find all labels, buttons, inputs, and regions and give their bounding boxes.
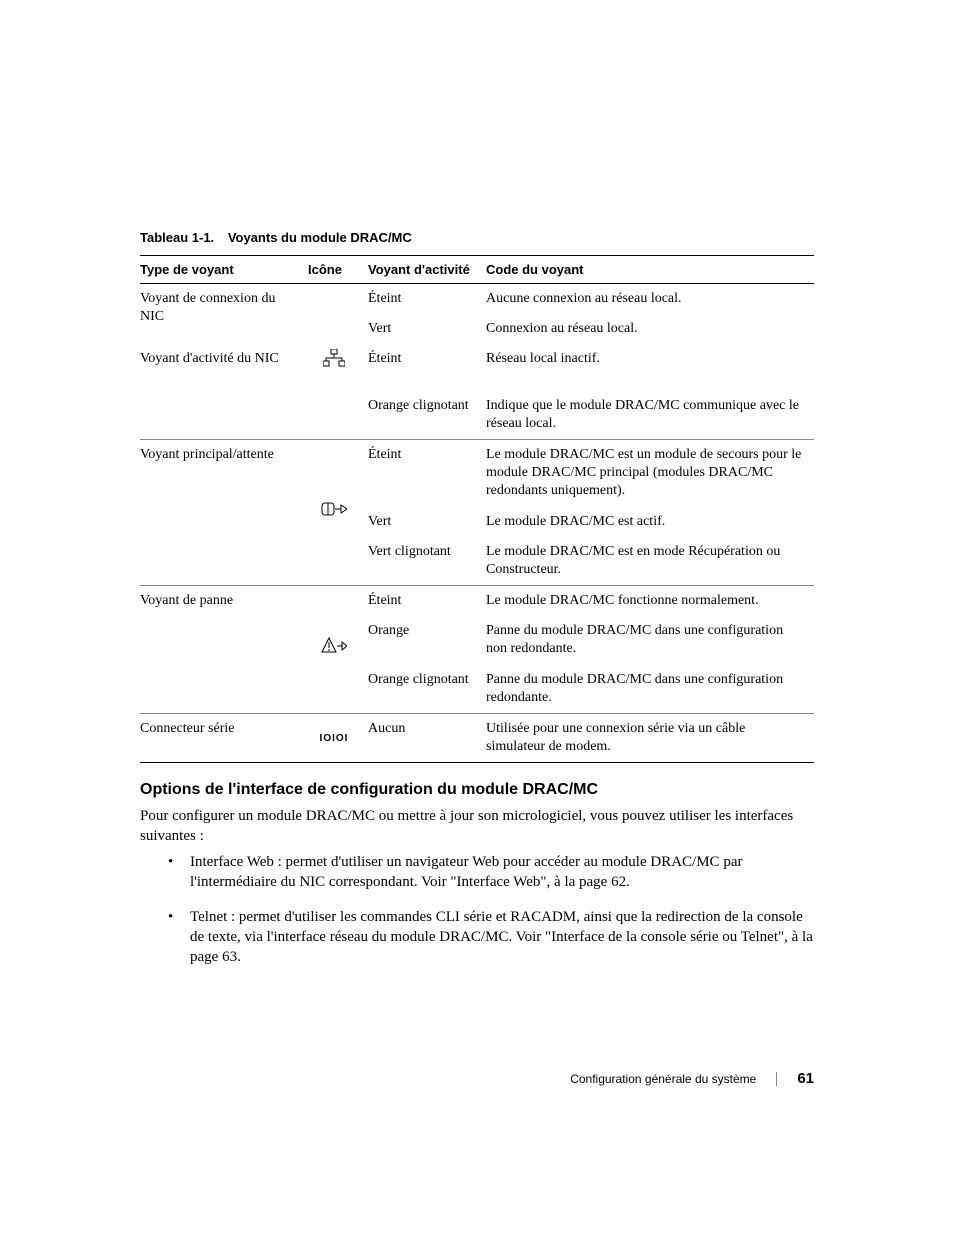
cell-type: Voyant d'activité du NIC — [140, 344, 308, 439]
cell-code: Le module DRAC/MC est en mode Récupérati… — [486, 537, 814, 586]
cell-activity: Orange — [368, 616, 486, 664]
table-row: Voyant de panne Éteint Le module DRAC/MC… — [140, 586, 814, 617]
cell-type: Connecteur série — [140, 714, 308, 763]
table-row: Voyant d'activité du NIC Éteint Réseau l… — [140, 344, 814, 390]
cell-code: Aucune connexion au réseau local. — [486, 284, 814, 315]
page-footer: Configuration générale du système 61 — [570, 1070, 814, 1087]
th-code: Code du voyant — [486, 256, 814, 284]
cell-activity: Aucun — [368, 714, 486, 763]
cell-activity: Vert — [368, 507, 486, 537]
list-item-text: Interface Web : permet d'utiliser un nav… — [190, 852, 814, 893]
table-row: Voyant de connexion du NIC Éteint Aucune… — [140, 284, 814, 315]
cell-type: Voyant principal/attente — [140, 439, 308, 585]
cell-code: Utilisée pour une connexion série via un… — [486, 714, 814, 763]
th-activity: Voyant d'activité — [368, 256, 486, 284]
arrow-box-icon — [321, 501, 347, 517]
intro-paragraph: Pour configurer un module DRAC/MC ou met… — [140, 806, 814, 847]
cell-activity: Orange clignotant — [368, 665, 486, 714]
warning-icon — [321, 637, 347, 655]
page-number: 61 — [797, 1070, 814, 1087]
cell-code: Panne du module DRAC/MC dans une configu… — [486, 616, 814, 664]
document-page: Tableau 1-1. Voyants du module DRAC/MC T… — [0, 0, 954, 1235]
cell-activity: Éteint — [368, 586, 486, 617]
cell-activity: Éteint — [368, 439, 486, 506]
cell-activity: Vert — [368, 314, 486, 344]
cell-activity: Vert clignotant — [368, 537, 486, 586]
bullet-dot: • — [168, 907, 190, 968]
network-icon — [323, 349, 345, 367]
th-icon: Icône — [308, 256, 368, 284]
cell-icon — [308, 439, 368, 585]
bullet-dot: • — [168, 852, 190, 893]
cell-activity: Éteint — [368, 344, 486, 390]
serial-port-icon: IOIOI — [320, 733, 349, 744]
list-item-text: Telnet : permet d'utiliser les commandes… — [190, 907, 814, 968]
cell-activity: Orange clignotant — [368, 391, 486, 440]
table-row: Voyant principal/attente Éteint Le modul… — [140, 439, 814, 506]
cell-icon: IOIOI — [308, 714, 368, 763]
table-caption-label: Tableau 1-1. — [140, 230, 214, 245]
cell-code: Le module DRAC/MC est actif. — [486, 507, 814, 537]
cell-code: Indique que le module DRAC/MC communique… — [486, 391, 814, 440]
cell-code: Panne du module DRAC/MC dans une configu… — [486, 665, 814, 714]
cell-icon — [308, 586, 368, 714]
cell-code: Réseau local inactif. — [486, 344, 814, 390]
table-caption-title: Voyants du module DRAC/MC — [228, 230, 412, 245]
cell-type: Voyant de connexion du NIC — [140, 284, 308, 345]
bullet-list: • Interface Web : permet d'utiliser un n… — [168, 852, 814, 981]
list-item: • Telnet : permet d'utiliser les command… — [168, 907, 814, 968]
section-heading: Options de l'interface de configuration … — [140, 781, 598, 799]
indicators-table: Type de voyant Icône Voyant d'activité C… — [140, 255, 814, 763]
th-type: Type de voyant — [140, 256, 308, 284]
cell-code: Connexion au réseau local. — [486, 314, 814, 344]
table-header-row: Type de voyant Icône Voyant d'activité C… — [140, 256, 814, 284]
table-caption: Tableau 1-1. Voyants du module DRAC/MC — [140, 230, 412, 245]
cell-type: Voyant de panne — [140, 586, 308, 714]
table-row: Connecteur série IOIOI Aucun Utilisée po… — [140, 714, 814, 763]
cell-code: Le module DRAC/MC est un module de secou… — [486, 439, 814, 506]
cell-icon — [308, 284, 368, 440]
footer-section: Configuration générale du système — [570, 1072, 756, 1086]
cell-code: Le module DRAC/MC fonctionne normalement… — [486, 586, 814, 617]
cell-activity: Éteint — [368, 284, 486, 315]
list-item: • Interface Web : permet d'utiliser un n… — [168, 852, 814, 893]
footer-divider — [776, 1072, 777, 1086]
